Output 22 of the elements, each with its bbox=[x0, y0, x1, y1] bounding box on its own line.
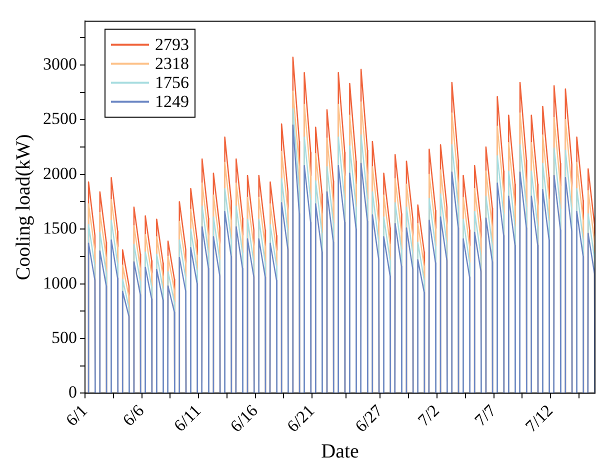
y-tick-label: 2000 bbox=[43, 164, 77, 183]
y-tick-label: 2500 bbox=[43, 109, 77, 128]
legend-label: 2318 bbox=[155, 54, 189, 74]
y-tick-label: 500 bbox=[52, 328, 77, 347]
x-tick-label: 6/16 bbox=[226, 400, 262, 436]
x-tick-label: 6/6 bbox=[118, 400, 148, 430]
y-tick-label: 3000 bbox=[43, 54, 77, 74]
y-tick-label: 0 bbox=[68, 382, 77, 402]
x-tick-label: 6/11 bbox=[170, 400, 205, 436]
x-tick-label: 7/7 bbox=[470, 400, 500, 430]
x-tick-label: 7/12 bbox=[522, 400, 557, 436]
legend-label: 1756 bbox=[155, 73, 189, 92]
x-tick-label: 6/27 bbox=[351, 400, 387, 436]
y-tick-label: 1000 bbox=[43, 273, 77, 292]
y-tick-label: 1500 bbox=[43, 218, 77, 238]
x-axis-title: Date bbox=[321, 440, 359, 462]
x-tick-label: 6/1 bbox=[62, 400, 91, 430]
legend-label: 2793 bbox=[155, 35, 189, 54]
y-axis-title: Cooling load(kW) bbox=[12, 134, 34, 280]
legend-label: 1249 bbox=[155, 92, 189, 112]
x-tick-label: 6/21 bbox=[283, 400, 318, 436]
x-tick-label: 7/2 bbox=[414, 400, 443, 430]
